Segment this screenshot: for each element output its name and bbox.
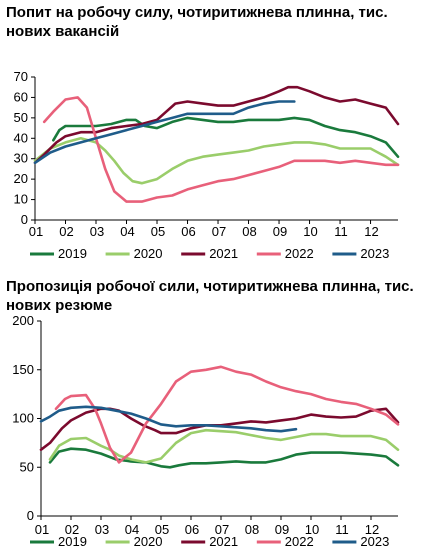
x-tick-label: 11 xyxy=(335,522,349,537)
legend-label-2019: 2019 xyxy=(58,246,87,261)
x-tick-label: 01 xyxy=(29,224,43,239)
chart-resumes-plot: 0 50 100 150 200 01 02 03 04 05 06 07 08 09 10 11 12 2019… xyxy=(12,313,400,549)
chart-vacancies: Попит на робочу силу, чотиритижнева плин… xyxy=(6,4,400,261)
chart-title: Пропозиція робочої сили, чотиритижнева п… xyxy=(6,278,414,314)
x-tick-label: 09 xyxy=(273,224,287,239)
series-line-2023 xyxy=(33,100,296,165)
series-line-2023 xyxy=(39,405,298,433)
x-tick-label: 07 xyxy=(215,522,229,537)
x-tick-label: 02 xyxy=(59,224,73,239)
chart-vacancies-plot: 0 10 20 30 40 50 60 70 01 02 03 04 05 06 07 08 09 10 11 12 2… xyxy=(14,69,400,261)
chart-title: Попит на робочу силу, чотиритижнева плин… xyxy=(6,4,388,40)
legend-label-2019: 2019 xyxy=(58,534,87,549)
series-line-2022 xyxy=(54,365,400,464)
legend-label-2023: 2023 xyxy=(360,246,389,261)
y-tick-label: 20 xyxy=(14,171,28,186)
legend-label-2022: 2022 xyxy=(285,246,314,261)
series-line-2019 xyxy=(48,447,400,469)
x-tick-label: 03 xyxy=(90,224,104,239)
legend-label-2021: 2021 xyxy=(209,246,238,261)
x-tick-label: 11 xyxy=(334,224,348,239)
x-tick-label: 10 xyxy=(303,224,317,239)
x-tick-label: 08 xyxy=(242,224,256,239)
x-tick-label: 12 xyxy=(364,224,378,239)
x-tick-label: 10 xyxy=(305,522,319,537)
series-line-2019 xyxy=(51,116,400,158)
x-tick-label: 04 xyxy=(125,522,139,537)
y-tick-label: 100 xyxy=(12,411,34,426)
y-tick-label: 70 xyxy=(14,69,28,84)
series-line-2022 xyxy=(42,96,400,203)
y-tick-label: 0 xyxy=(27,508,34,523)
x-tick-label: 06 xyxy=(185,522,199,537)
x-tick-label: 09 xyxy=(275,522,289,537)
x-tick-label: 08 xyxy=(245,522,259,537)
legend-label-2020: 2020 xyxy=(134,246,163,261)
x-tick-label: 03 xyxy=(95,522,109,537)
x-tick-label: 07 xyxy=(212,224,226,239)
series-line-2020 xyxy=(33,137,400,185)
x-tick-label: 12 xyxy=(365,522,379,537)
x-tick-label: 01 xyxy=(35,522,49,537)
legend-label-2020: 2020 xyxy=(134,534,163,549)
series-line-2020 xyxy=(48,428,400,464)
x-tick-label: 05 xyxy=(155,522,169,537)
x-tick-label: 06 xyxy=(181,224,195,239)
y-tick-label: 0 xyxy=(21,212,28,227)
legend-label-2021: 2021 xyxy=(209,534,238,549)
y-tick-label: 10 xyxy=(14,192,28,207)
x-tick-label: 04 xyxy=(120,224,134,239)
y-tick-label: 50 xyxy=(20,459,34,474)
y-tick-label: 200 xyxy=(12,313,34,328)
x-tick-label: 02 xyxy=(65,522,79,537)
legend-label-2022: 2022 xyxy=(285,534,314,549)
y-tick-label: 60 xyxy=(14,89,28,104)
chart-resumes: Пропозиція робочої сили, чотиритижнева п… xyxy=(0,276,425,552)
legend-label-2023: 2023 xyxy=(360,534,389,549)
y-tick-label: 50 xyxy=(14,110,28,125)
series-line-2021 xyxy=(39,407,400,451)
y-tick-label: 30 xyxy=(14,151,28,166)
x-tick-label: 05 xyxy=(151,224,165,239)
y-tick-label: 150 xyxy=(12,362,34,377)
y-tick-label: 40 xyxy=(14,130,28,145)
series-line-2021 xyxy=(33,85,400,165)
